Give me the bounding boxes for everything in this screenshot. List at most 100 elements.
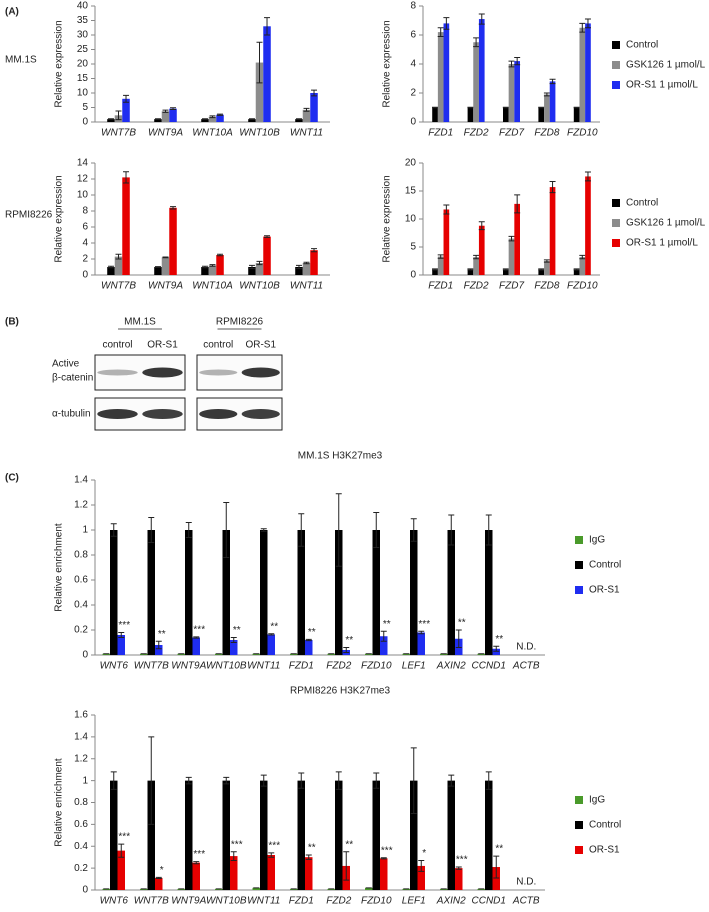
y-tick-label: 0 [82,117,88,128]
bar [215,888,223,890]
bar [467,107,474,122]
x-tick-label: WNT10B [239,128,280,139]
error-bar [295,118,302,120]
bar [579,27,586,122]
error-bar [443,204,450,215]
error-bar [209,264,216,267]
bar [402,888,410,890]
x-tick-label: FZD1 [289,661,314,672]
annotation: ** [458,618,466,629]
error-bar [373,512,380,548]
bar [585,23,591,122]
error-bar [455,629,462,648]
bar [485,530,493,655]
bar [467,269,474,275]
x-tick-label: FZD1 [428,128,453,139]
bar [169,207,177,275]
annotation: *** [381,845,393,856]
error-bar [538,106,545,109]
bar [248,119,256,122]
error-bar [584,18,591,29]
y-tick-label: 6 [82,222,88,233]
x-tick-label: CCND1 [472,661,506,672]
bar [417,865,425,890]
error-bar [410,518,417,542]
y-tick-label: 0 [82,885,88,896]
error-bar [508,60,515,68]
legend-label: IgG [589,795,605,806]
error-bar [311,89,318,97]
legend-swatch [575,846,583,854]
error-bar [380,630,387,642]
bar [538,269,545,275]
x-tick-label: WNT6 [100,661,129,672]
bar [290,888,298,890]
blot-group-label: MM.1S [124,317,156,328]
annotation: ** [233,625,241,636]
legend-swatch [575,536,583,544]
y-tick-label: 1 [82,525,88,536]
bar [508,64,515,122]
y-axis-label: Relative expression [54,175,65,262]
x-tick-label: FZD8 [534,128,559,139]
legend-swatch [612,199,620,207]
y-tick-label: 0.8 [74,797,88,808]
bar [410,780,418,890]
lane-label: OR-S1 [147,340,178,351]
bar [402,653,410,655]
error-bar [170,206,177,210]
error-bar [455,866,462,870]
bar [310,250,318,275]
x-tick-label: FZD10 [361,661,392,672]
bar [208,265,217,275]
bar [514,203,520,275]
x-tick-label: WNT11 [290,281,323,292]
annotation: *** [118,832,130,843]
bar [161,257,170,275]
error-bar [478,13,485,25]
panel-label: (C) [5,473,19,484]
x-tick-label: WNT9A [171,661,206,672]
annotation: ** [158,629,166,640]
y-axis-label: Relative expression [382,20,393,107]
error-bar [230,637,237,643]
x-tick-label: WNT11 [247,896,280,907]
bar [222,780,230,890]
x-tick-label: WNT9A [171,896,206,907]
error-bar [573,106,580,109]
annotation: ** [383,619,391,630]
annotation: ** [308,843,316,854]
bar [230,856,238,890]
bar [208,116,217,122]
error-bar [538,268,545,271]
error-bar [155,876,162,880]
legend-swatch [612,41,620,49]
error-bar [432,106,439,109]
legend-label: GSK126 1 µmol/L [626,218,706,229]
error-bar [230,851,237,861]
y-tick-label: 1.6 [74,710,88,721]
bar [302,263,311,275]
x-tick-label: FZD7 [499,281,524,292]
bar [478,19,485,122]
chart: RPMI8226 H3K27me3 Relative enrichment 0 0.2… [54,686,622,907]
error-bar [485,514,492,546]
error-bar [123,94,130,103]
error-bar [467,268,474,271]
bar [443,23,450,122]
legend-label: OR-S1 [589,845,620,856]
bar [473,42,479,122]
panel-label: (B) [5,317,19,328]
x-tick-label: WNT10B [206,896,247,907]
x-tick-label: WNT10A [192,281,233,292]
bar [549,187,556,275]
y-tick-label: 1.2 [74,753,88,764]
annotation: *** [456,855,468,866]
error-bar [373,772,380,789]
bar [255,62,264,122]
bar [216,255,224,275]
x-tick-label: ACTB [512,661,540,672]
x-tick-label: WNT9A [148,281,183,292]
error-bar [485,771,492,790]
